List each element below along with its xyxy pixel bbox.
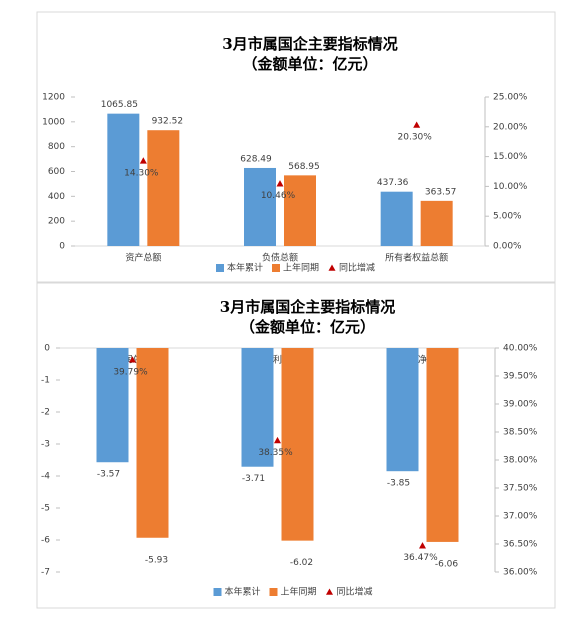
data-label: 10.46%	[261, 191, 296, 201]
x-tick-label: 所有者权益总额	[385, 252, 448, 264]
bar	[281, 348, 314, 541]
y2-tick-label: 10.00%	[493, 182, 528, 192]
bar	[284, 175, 316, 246]
legend-label: 上年同期	[283, 262, 319, 274]
y-tick-label: 600	[48, 167, 65, 177]
y-tick-label: 1200	[42, 93, 65, 103]
bar	[426, 348, 459, 542]
y-tick-label: 1000	[42, 117, 65, 127]
bar	[136, 348, 169, 538]
y2-tick-label: 38.00%	[503, 456, 538, 466]
y2-tick-label: 39.00%	[503, 400, 538, 410]
legend-label: 本年累计	[225, 586, 261, 598]
data-label: -3.71	[242, 474, 265, 484]
marker	[274, 436, 281, 444]
data-label: -3.57	[97, 470, 120, 480]
legend-swatch	[272, 264, 280, 272]
marker	[276, 180, 284, 187]
y-tick-label: 400	[48, 192, 65, 202]
data-label: 39.79%	[113, 367, 148, 377]
y2-tick-label: 40.00%	[503, 344, 538, 354]
marker	[413, 121, 421, 128]
legend-marker	[328, 264, 336, 271]
data-label: -3.85	[387, 479, 410, 489]
chart-subtitle: （金额单位：亿元）	[242, 55, 377, 73]
legend-swatch	[213, 588, 222, 596]
data-label: 437.36	[377, 178, 409, 188]
data-label: 1065.85	[101, 100, 138, 110]
data-label: 932.52	[152, 117, 184, 127]
legend-swatch	[269, 588, 278, 596]
y-tick-label: 800	[48, 142, 65, 152]
legend-swatch	[216, 264, 224, 272]
y2-tick-label: 39.50%	[503, 372, 538, 382]
y2-tick-label: 5.00%	[493, 212, 522, 222]
y2-tick-label: 38.50%	[503, 428, 538, 438]
y2-tick-label: 20.00%	[493, 122, 528, 132]
x-tick-label: 负债总额	[262, 252, 298, 264]
legend-label: 上年同期	[281, 586, 317, 598]
chart-subtitle: （金额单位：亿元）	[240, 318, 375, 336]
marker	[419, 542, 426, 549]
bar	[380, 191, 413, 246]
y2-tick-label: 37.50%	[503, 484, 538, 494]
y-tick-label: -7	[41, 568, 50, 578]
data-label: 568.95	[288, 162, 320, 172]
bar	[107, 113, 140, 247]
data-label: -6.06	[435, 559, 459, 569]
y-tick-label: 0	[59, 242, 65, 252]
y-tick-label: 0	[44, 344, 50, 354]
legend-label: 同比增减	[339, 262, 375, 274]
data-label: 363.57	[425, 187, 457, 197]
legend-label: 同比增减	[337, 586, 373, 598]
y-tick-label: -6	[41, 536, 50, 546]
marker	[139, 157, 147, 164]
legend-label: 本年累计	[227, 262, 263, 274]
x-tick-label: 资产总额	[125, 252, 161, 264]
bar	[241, 348, 274, 467]
data-label: -5.93	[145, 555, 168, 565]
data-label: 36.47%	[403, 553, 438, 563]
y2-tick-label: 36.00%	[503, 568, 538, 578]
chart-title: 3月市属国企主要指标情况	[222, 35, 397, 53]
y-tick-label: -2	[41, 408, 50, 418]
y-tick-label: -3	[41, 440, 50, 450]
y2-tick-label: 36.50%	[503, 540, 538, 550]
data-label: 20.30%	[398, 133, 433, 143]
y2-tick-label: 37.00%	[503, 512, 538, 522]
y-tick-label: -5	[41, 504, 50, 514]
y-tick-label: -4	[41, 472, 50, 482]
data-label: -6.02	[290, 558, 313, 568]
bar	[147, 130, 180, 246]
chart-title: 3月市属国企主要指标情况	[220, 298, 395, 316]
data-label: 38.35%	[258, 448, 293, 458]
bar	[96, 348, 129, 463]
y2-tick-label: 0.00%	[493, 242, 522, 252]
bar	[420, 200, 453, 246]
bar	[386, 348, 419, 472]
data-label: 628.49	[240, 154, 272, 164]
legend-marker	[326, 588, 333, 595]
data-label: 14.30%	[124, 168, 159, 178]
bar	[244, 167, 276, 246]
y2-tick-label: 15.00%	[493, 152, 528, 162]
y2-tick-label: 25.00%	[493, 93, 528, 103]
y-tick-label: 200	[48, 217, 65, 227]
y-tick-label: -1	[41, 376, 50, 386]
marker	[129, 356, 136, 363]
